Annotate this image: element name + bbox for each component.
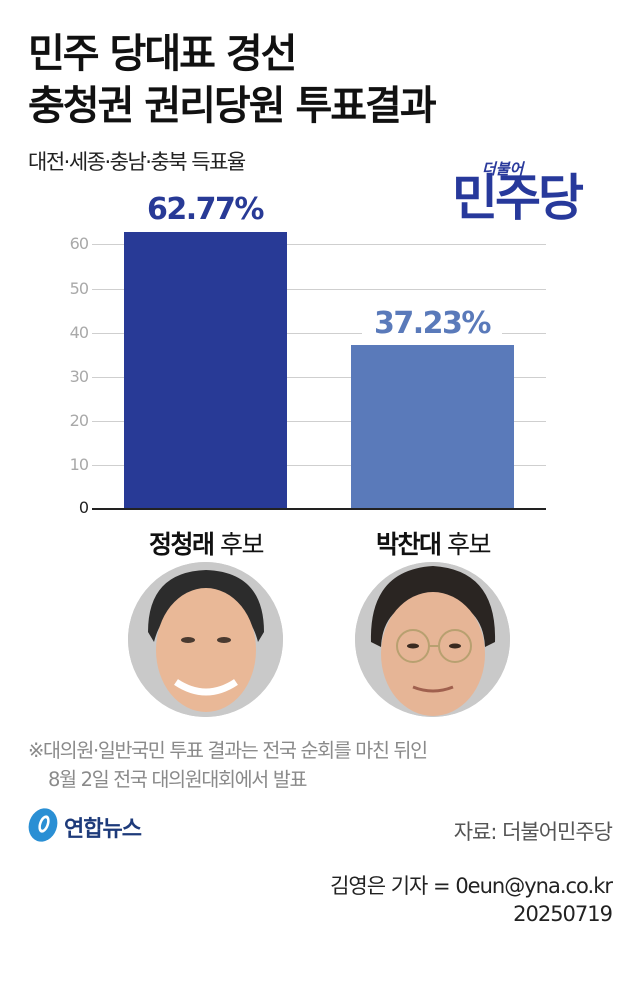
y-tick-30: 30 — [69, 367, 89, 386]
candidate-1-photo — [128, 562, 283, 717]
x-axis-line — [92, 508, 546, 510]
candidate-1-suffix: 후보 — [219, 530, 265, 559]
title-line-2: 충청권 권리당원 투표결과 — [28, 83, 437, 129]
footnote: ※대의원·일반국민 투표 결과는 전국 순회를 마친 뒤인 8월 2일 전국 대… — [28, 736, 428, 794]
party-logo-small-text: 더불어 — [482, 160, 524, 178]
candidate-1-name: 정청래 — [149, 530, 215, 559]
candidate-2-photo — [355, 562, 510, 717]
party-logo-big-text: 민주당 — [452, 169, 584, 227]
bar-park-chan-dae — [351, 345, 514, 509]
y-tick-60: 60 — [69, 234, 89, 253]
y-tick-40: 40 — [69, 323, 89, 342]
credit-block: 김영은 기자 = 0eun@yna.co.kr 20250719 — [330, 872, 613, 928]
yonhap-news-logo: 연합뉴스 — [26, 806, 176, 846]
gridline-40 — [92, 333, 546, 334]
footnote-line-1: ※대의원·일반국민 투표 결과는 전국 순회를 마친 뒤인 — [28, 739, 428, 762]
yonhap-logo-text: 연합뉴스 — [64, 817, 142, 842]
bar-value-label-2: 37.23% — [362, 306, 502, 341]
democratic-party-logo: 더불어 민주당 — [452, 158, 612, 230]
candidate-name-1: 정청래 후보 — [86, 525, 326, 561]
bar-value-label-1: 62.77% — [147, 192, 264, 227]
data-source: 자료: 더불어민주당 — [453, 820, 613, 844]
gridline-20 — [92, 421, 546, 422]
y-tick-0: 0 — [78, 498, 89, 517]
gridline-10 — [92, 465, 546, 466]
candidate-2-name: 박찬대 — [376, 530, 442, 559]
candidate-2-suffix: 후보 — [446, 530, 492, 559]
title-line-1: 민주 당대표 경선 — [28, 31, 297, 77]
candidate-name-2: 박찬대 후보 — [313, 525, 553, 561]
chart-subtitle: 대전·세종·충남·충북 득표율 — [28, 150, 246, 174]
y-tick-10: 10 — [69, 455, 89, 474]
y-tick-50: 50 — [69, 279, 89, 298]
page-title: 민주 당대표 경선 충청권 권리당원 투표결과 — [28, 28, 437, 132]
gridline-30 — [92, 377, 546, 378]
footnote-line-2: 8월 2일 전국 대의원대회에서 발표 — [48, 768, 307, 791]
yonhap-globe-icon — [28, 808, 58, 842]
portrait-icon — [128, 562, 283, 717]
y-tick-20: 20 — [69, 411, 89, 430]
gridline-50 — [92, 289, 546, 290]
publish-date: 20250719 — [513, 902, 613, 926]
reporter-credit: 김영은 기자 = 0eun@yna.co.kr — [330, 874, 613, 898]
portrait-icon — [355, 562, 510, 717]
bar-jung-chung-rae — [124, 232, 287, 509]
gridline-60 — [92, 244, 546, 245]
